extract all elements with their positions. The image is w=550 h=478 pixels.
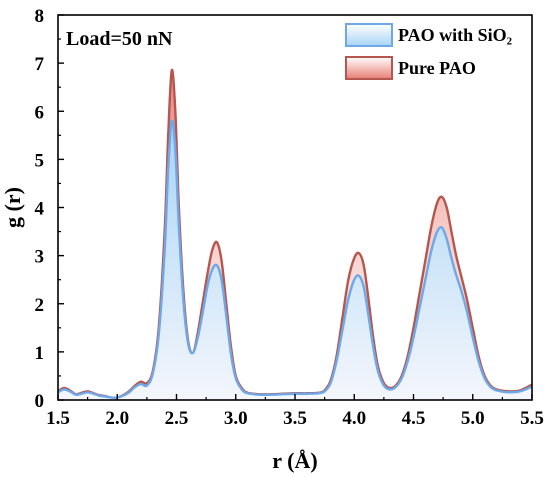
series-layer [57, 68, 533, 400]
y-tick-label: 2 [35, 295, 45, 316]
x-tick-label: 1.5 [46, 408, 70, 429]
x-tick-label: 5.0 [461, 408, 485, 429]
x-axis-ticks: 1.5 2.0 2.5 3.0 3.5 4.0 4.5 5.0 5.5 [46, 394, 544, 429]
x-tick-label: 3.0 [224, 408, 248, 429]
y-tick-label: 8 [35, 6, 45, 27]
x-axis-title: r (Å) [272, 448, 317, 473]
x-tick-label: 5.5 [520, 408, 544, 429]
load-annotation: Load=50 nN [66, 28, 173, 50]
y-tick-label: 6 [35, 102, 45, 123]
y-tick-label: 7 [35, 54, 45, 75]
series-line-1 [57, 119, 533, 399]
y-axis-title: g (r) [0, 187, 25, 228]
y-tick-label: 0 [35, 391, 45, 412]
x-tick-label: 2.5 [165, 408, 189, 429]
legend: PAO with SiO₂ Pure PAO [345, 23, 512, 80]
legend-swatch [345, 23, 393, 47]
x-tick-label: 2.0 [105, 408, 129, 429]
y-tick-label: 5 [35, 150, 45, 171]
legend-label: PAO with SiO₂ [398, 25, 512, 45]
y-axis-ticks: 0 1 2 3 4 5 6 7 8 [35, 6, 64, 412]
series-area-1 [58, 120, 532, 400]
x-tick-label: 3.5 [283, 408, 307, 429]
y-tick-label: 4 [35, 199, 45, 220]
y-tick-label: 3 [35, 247, 45, 268]
x-tick-label: 4.0 [342, 408, 366, 429]
y-tick-label: 1 [35, 343, 45, 364]
legend-label: Pure PAO [398, 58, 476, 78]
x-tick-label: 4.5 [402, 408, 426, 429]
legend-swatch [345, 56, 393, 80]
